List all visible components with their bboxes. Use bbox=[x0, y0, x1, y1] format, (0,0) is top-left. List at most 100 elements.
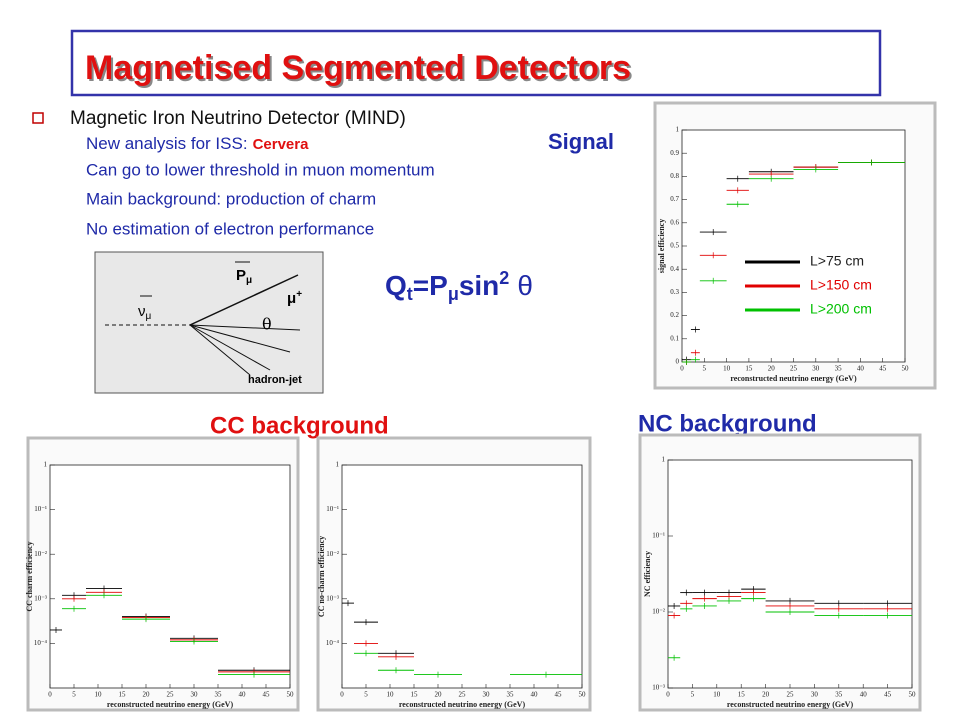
jet-track bbox=[189, 324, 301, 331]
diagram: Pμ μ+ νμ θ hadron-jet bbox=[94, 251, 324, 394]
x-tick-label: 25 bbox=[787, 691, 795, 699]
y-axis-label: CC charm efficiency bbox=[25, 541, 34, 611]
x-tick-label: 30 bbox=[483, 691, 491, 699]
formula-part: t bbox=[407, 284, 413, 304]
legend-label: L>75 cm bbox=[810, 253, 864, 269]
jet-track bbox=[189, 324, 251, 376]
nc-label: NC background bbox=[638, 410, 817, 437]
y-tick-label: 10⁻² bbox=[652, 608, 665, 616]
y-tick-label: 10⁻¹ bbox=[326, 505, 339, 513]
diagram-label: μ bbox=[287, 290, 296, 307]
diagram-label: μ bbox=[146, 311, 152, 322]
bullet-marker bbox=[32, 112, 44, 124]
legend-label: L>150 cm bbox=[810, 277, 872, 293]
plot-area bbox=[667, 459, 913, 689]
jet-label: hadron-jet bbox=[248, 374, 302, 386]
x-tick-label: 20 bbox=[768, 365, 776, 373]
y-tick-label: 10⁻³ bbox=[652, 684, 665, 692]
x-tick-label: 45 bbox=[879, 365, 887, 373]
y-tick-label: 10⁻³ bbox=[34, 594, 47, 602]
y-axis-label: NC efficiency bbox=[643, 551, 652, 597]
x-tick-label: 45 bbox=[884, 691, 892, 699]
y-tick-label: 10⁻³ bbox=[326, 594, 339, 602]
x-tick-label: 5 bbox=[703, 365, 707, 373]
x-tick-label: 50 bbox=[579, 691, 587, 699]
x-tick-label: 35 bbox=[507, 691, 515, 699]
x-tick-label: 10 bbox=[723, 365, 731, 373]
legend-label: L>200 cm bbox=[810, 301, 872, 317]
x-tick-label: 25 bbox=[459, 691, 467, 699]
x-tick-label: 35 bbox=[215, 691, 223, 699]
analysis-line: New analysis for ISS: Cervera bbox=[86, 134, 309, 153]
y-tick-label: 0.7 bbox=[670, 195, 679, 203]
x-tick-label: 0 bbox=[340, 691, 344, 699]
plot-area bbox=[341, 464, 583, 689]
x-tick-label: 45 bbox=[263, 691, 271, 699]
bullet: Magnetic Iron Neutrino Detector (MIND) bbox=[70, 108, 406, 129]
title-shadow: Magnetised Segmented Detectors bbox=[87, 51, 633, 89]
line: Main background: production of charm bbox=[86, 189, 376, 208]
plot-area bbox=[681, 129, 906, 363]
analysis-text: New analysis for ISS: bbox=[86, 134, 248, 153]
formula-part: μ bbox=[448, 284, 459, 304]
x-tick-label: 40 bbox=[531, 691, 539, 699]
y-tick-label: 10⁻² bbox=[326, 550, 339, 558]
x-tick-label: 50 bbox=[287, 691, 295, 699]
x-axis-label: reconstructed neutrino energy (GeV) bbox=[399, 700, 526, 709]
x-tick-label: 10 bbox=[95, 691, 103, 699]
title-box bbox=[70, 29, 882, 97]
line: No estimation of electron performance bbox=[86, 219, 374, 238]
x-axis-label: reconstructed neutrino energy (GeV) bbox=[727, 700, 854, 709]
x-tick-label: 15 bbox=[411, 691, 419, 699]
formula-part: 2 bbox=[499, 268, 509, 288]
y-tick-label: 1 bbox=[44, 461, 48, 469]
x-tick-label: 20 bbox=[435, 691, 443, 699]
formula-part: sin bbox=[459, 270, 499, 301]
x-tick-label: 10 bbox=[387, 691, 395, 699]
y-axis-label: signal efficiency bbox=[657, 219, 666, 273]
muon-label: μ+ bbox=[287, 289, 302, 307]
y-tick-label: 0.2 bbox=[670, 311, 679, 319]
diagram-box bbox=[94, 251, 324, 394]
x-tick-label: 0 bbox=[680, 365, 684, 373]
formula: Qt=Pμsin2 θ bbox=[385, 268, 533, 304]
y-tick-label: 1 bbox=[662, 456, 666, 464]
y-tick-label: 1 bbox=[676, 126, 680, 134]
x-tick-label: 30 bbox=[191, 691, 199, 699]
x-tick-label: 25 bbox=[790, 365, 798, 373]
y-tick-label: 0.1 bbox=[670, 334, 679, 342]
x-tick-label: 10 bbox=[713, 691, 721, 699]
formula-part: θ bbox=[517, 270, 533, 301]
momentum-label: Pμ bbox=[236, 267, 252, 286]
y-axis-label: CC no-charm efficiency bbox=[317, 536, 326, 617]
analysis-author: Cervera bbox=[253, 136, 310, 153]
y-tick-label: 0 bbox=[676, 358, 680, 366]
x-tick-label: 0 bbox=[48, 691, 52, 699]
plot-area bbox=[49, 464, 291, 689]
y-tick-label: 10⁻⁴ bbox=[326, 639, 340, 647]
x-tick-label: 20 bbox=[762, 691, 770, 699]
x-tick-label: 45 bbox=[555, 691, 563, 699]
x-tick-label: 50 bbox=[909, 691, 917, 699]
muon-track bbox=[189, 274, 299, 326]
diagram-label: P bbox=[236, 267, 246, 284]
jet-track bbox=[189, 324, 271, 371]
x-tick-label: 35 bbox=[835, 691, 843, 699]
diagram-label: + bbox=[296, 289, 302, 300]
y-tick-label: 1 bbox=[336, 461, 340, 469]
x-axis-label: reconstructed neutrino energy (GeV) bbox=[107, 700, 234, 709]
neutrino-label: νμ bbox=[138, 303, 152, 322]
x-tick-label: 15 bbox=[738, 691, 746, 699]
x-tick-label: 5 bbox=[364, 691, 368, 699]
y-tick-label: 0.6 bbox=[670, 218, 679, 226]
x-tick-label: 15 bbox=[745, 365, 753, 373]
x-tick-label: 5 bbox=[691, 691, 695, 699]
x-axis-label: reconstructed neutrino energy (GeV) bbox=[730, 374, 857, 383]
x-tick-label: 40 bbox=[239, 691, 247, 699]
y-tick-label: 10⁻¹ bbox=[34, 505, 47, 513]
x-tick-label: 40 bbox=[857, 365, 865, 373]
y-tick-label: 0.4 bbox=[670, 265, 679, 273]
title: Magnetised Segmented Detectors bbox=[85, 49, 631, 87]
y-tick-label: 0.8 bbox=[670, 172, 679, 180]
x-tick-label: 20 bbox=[143, 691, 151, 699]
